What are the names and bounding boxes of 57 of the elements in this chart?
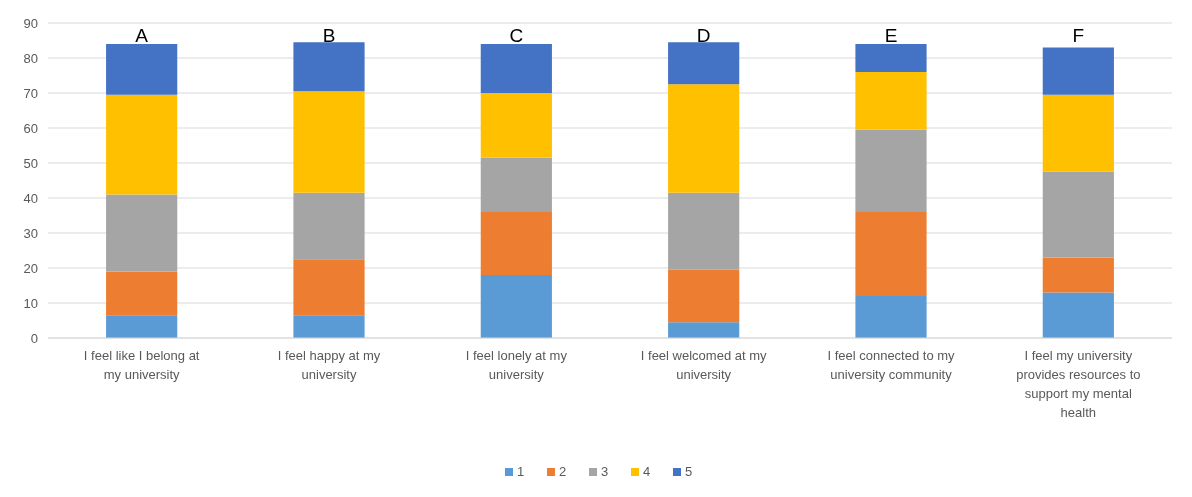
annotation: E	[884, 24, 898, 46]
bar	[1042, 94, 1114, 172]
bar	[668, 84, 740, 193]
bar	[668, 192, 740, 270]
legend-label: 3	[601, 464, 609, 479]
y-tick-label: 40	[23, 190, 38, 206]
x-tick-label: I feel my university provides resources to support my mental health	[1016, 348, 1141, 420]
bar	[855, 72, 927, 130]
bar	[1042, 47, 1114, 95]
bar	[480, 212, 552, 275]
x-tick-label: I feel lonely at my university	[465, 348, 568, 382]
legend-label: 2	[559, 464, 567, 479]
bar	[293, 259, 365, 316]
legend-label: 4	[643, 464, 651, 479]
bar	[668, 322, 740, 338]
y-tick-label: 0	[30, 330, 38, 346]
x-tick-label: I feel like I belong at my university	[83, 348, 200, 382]
bar	[1042, 171, 1114, 258]
annotation: B	[322, 24, 336, 46]
bar	[106, 194, 178, 272]
bar	[480, 275, 552, 338]
bar	[855, 44, 927, 72]
bar	[293, 42, 365, 92]
y-tick-label: 20	[23, 260, 38, 276]
y-tick-label: 80	[23, 50, 38, 66]
bar	[1042, 292, 1114, 338]
bar	[855, 212, 927, 296]
y-tick-label: 50	[23, 155, 38, 171]
x-tick-label: I feel connected to my university community	[827, 348, 956, 382]
bar	[480, 157, 552, 212]
annotation: D	[696, 24, 711, 46]
bar	[106, 94, 178, 195]
legend-label: 1	[517, 464, 525, 479]
y-tick-label: 90	[23, 15, 38, 31]
bar	[293, 91, 365, 193]
y-tick-label: 60	[23, 120, 38, 136]
bar	[668, 269, 740, 323]
bar	[106, 271, 178, 316]
bar	[293, 192, 365, 260]
annotation: F	[1072, 24, 1085, 46]
y-tick-label: 30	[23, 225, 38, 241]
bar	[1042, 257, 1114, 293]
y-tick-label: 70	[23, 85, 38, 101]
annotation: C	[509, 24, 524, 46]
bar	[106, 44, 178, 95]
bar	[480, 44, 552, 93]
bar	[668, 42, 740, 85]
x-tick-label: I feel welcomed at my university	[640, 348, 768, 382]
annotation: A	[135, 24, 149, 46]
bar	[293, 315, 365, 338]
bar	[480, 93, 552, 158]
bar	[855, 129, 927, 212]
x-tick-label: I feel happy at my university	[277, 348, 381, 382]
bar	[855, 296, 927, 338]
y-tick-label: 10	[23, 295, 38, 311]
bar	[106, 315, 178, 338]
legend-label: 5	[685, 464, 693, 479]
